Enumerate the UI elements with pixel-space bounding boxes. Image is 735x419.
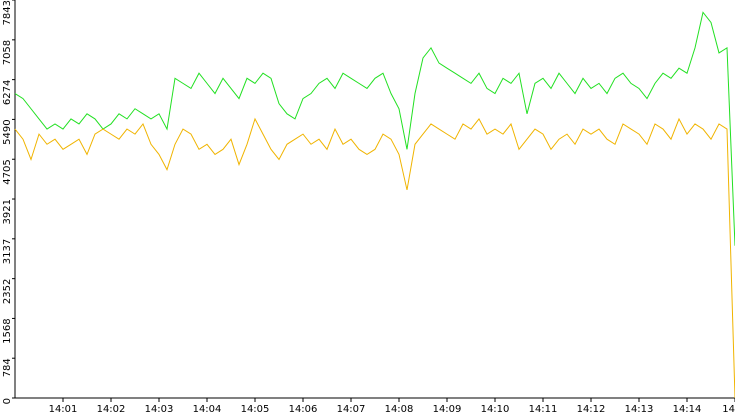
y-tick-label: 7058 xyxy=(2,40,13,65)
y-tick-label: 3921 xyxy=(2,199,13,224)
y-tick-label: 5490 xyxy=(2,119,13,144)
series-line xyxy=(14,117,735,399)
series-line xyxy=(14,11,735,246)
x-tick-label: 14:13 xyxy=(625,404,654,415)
x-tick-label: 14 xyxy=(722,404,735,415)
x-tick-label: 14:01 xyxy=(49,404,78,415)
x-tick-label: 14:11 xyxy=(529,404,558,415)
y-tick-label: 784 xyxy=(2,358,13,377)
x-tick-label: 14:07 xyxy=(337,404,366,415)
y-tick-label: 4705 xyxy=(2,159,13,184)
y-tick-label: 7843 xyxy=(2,0,13,25)
x-tick-label: 14:09 xyxy=(433,404,462,415)
y-tick-label: 6274 xyxy=(2,80,13,105)
x-tick-label: 14:10 xyxy=(481,404,510,415)
x-tick-label: 14:08 xyxy=(385,404,414,415)
y-tick-label: 2352 xyxy=(2,279,13,304)
y-tick-label: 3137 xyxy=(2,239,13,264)
x-tick-label: 14:06 xyxy=(289,404,318,415)
x-tick-label: 14:12 xyxy=(577,404,606,415)
x-tick-label: 14:05 xyxy=(241,404,270,415)
x-tick-label: 14:04 xyxy=(193,404,222,415)
x-tick-label: 14:14 xyxy=(673,404,702,415)
y-tick-label: 1568 xyxy=(2,318,13,343)
x-tick-label: 14:02 xyxy=(97,404,126,415)
x-tick-label: 14:03 xyxy=(145,404,174,415)
y-tick-label: 0 xyxy=(2,398,13,404)
